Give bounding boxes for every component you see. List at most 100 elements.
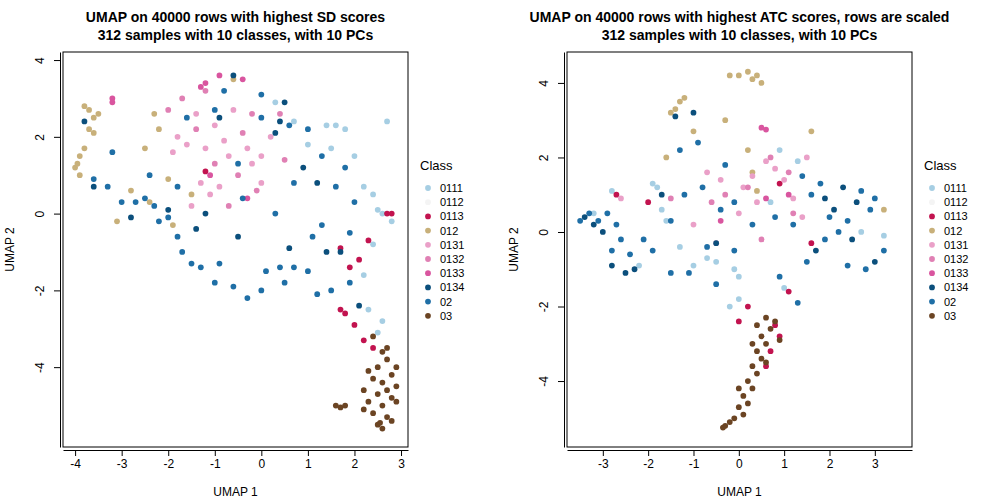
panel: UMAP on 40000 rows with highest ATC scor… <box>507 9 968 499</box>
point <box>384 414 390 420</box>
point <box>790 210 796 216</box>
point <box>342 126 348 132</box>
legend-marker <box>425 270 431 276</box>
point <box>258 180 264 186</box>
point <box>668 110 674 116</box>
point <box>618 196 624 202</box>
point <box>740 412 746 418</box>
tick: 3 <box>872 450 879 471</box>
legend-label: 0134 <box>944 281 968 293</box>
point <box>235 161 241 167</box>
series <box>333 334 399 432</box>
point <box>384 387 390 393</box>
point <box>193 126 199 132</box>
point <box>198 264 204 270</box>
point <box>808 128 814 134</box>
point <box>627 251 633 257</box>
point <box>156 218 162 224</box>
point <box>763 158 769 164</box>
point <box>231 107 237 113</box>
point <box>636 263 642 269</box>
point <box>686 270 692 276</box>
point <box>750 341 756 347</box>
series <box>82 73 362 309</box>
legend-marker <box>425 285 431 291</box>
tick: 2 <box>352 450 359 471</box>
point <box>226 153 232 159</box>
legend-label: 012 <box>944 225 962 237</box>
series <box>582 110 878 276</box>
points <box>577 69 886 431</box>
point <box>745 147 751 153</box>
tick-label: 2 <box>827 457 834 471</box>
point <box>347 230 353 236</box>
series <box>618 155 810 246</box>
point <box>745 378 751 384</box>
point <box>207 172 213 178</box>
tick-label: 3 <box>398 457 405 471</box>
tick-mark <box>784 450 785 456</box>
legend-marker <box>425 199 431 205</box>
legend-marker <box>929 199 935 205</box>
point <box>736 296 742 302</box>
legend-label: 0111 <box>440 182 463 194</box>
point <box>577 218 583 224</box>
point <box>740 393 746 399</box>
tick-label: -4 <box>70 457 81 471</box>
point <box>384 119 390 125</box>
point <box>142 195 148 201</box>
tick-mark <box>54 60 60 61</box>
point <box>147 199 153 205</box>
point <box>727 419 733 425</box>
legend-label: 0133 <box>944 267 968 279</box>
tick-label: 1 <box>305 457 312 471</box>
point <box>231 73 237 79</box>
point <box>189 203 195 209</box>
point <box>342 165 348 171</box>
point <box>845 218 851 224</box>
point <box>119 199 125 205</box>
point <box>91 115 97 121</box>
series <box>614 181 815 369</box>
point <box>258 288 264 294</box>
point <box>240 195 246 201</box>
legend-label: 0111 <box>944 182 967 194</box>
point <box>804 259 810 265</box>
subtitle: 312 samples with 10 classes, with 10 PCs <box>98 27 374 43</box>
point <box>193 111 199 117</box>
point <box>641 237 647 243</box>
legend-marker <box>425 299 431 305</box>
point <box>727 73 733 79</box>
point <box>235 234 241 240</box>
point <box>704 255 710 261</box>
point <box>352 199 358 205</box>
point <box>722 192 728 198</box>
point <box>235 172 241 178</box>
point <box>310 234 316 240</box>
point <box>370 241 376 247</box>
point <box>709 199 715 205</box>
point <box>151 111 157 117</box>
point <box>133 199 139 205</box>
point <box>384 211 390 217</box>
tick-label: -1 <box>210 457 221 471</box>
point <box>722 117 728 123</box>
point <box>91 184 97 190</box>
point <box>96 111 102 117</box>
tick-mark <box>558 83 564 84</box>
tick: -4 <box>537 376 564 387</box>
point <box>175 134 181 140</box>
point <box>77 153 83 159</box>
point <box>203 169 209 175</box>
point <box>170 222 176 228</box>
point <box>377 420 383 426</box>
point <box>179 96 185 102</box>
point <box>682 192 688 198</box>
legend-marker <box>929 256 935 262</box>
point <box>691 222 697 228</box>
point <box>86 107 92 113</box>
point <box>759 80 765 86</box>
point <box>772 319 778 325</box>
legend-label: 03 <box>944 310 956 322</box>
point <box>614 192 620 198</box>
